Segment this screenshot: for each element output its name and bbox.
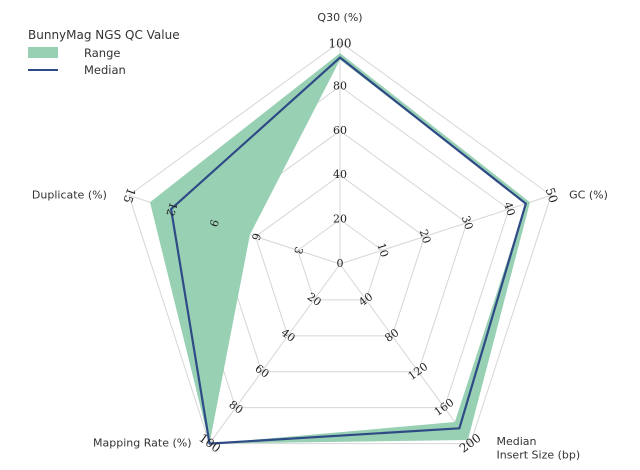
legend-label-range: Range: [84, 46, 120, 60]
axis-label-3: Mapping Rate (%): [93, 437, 191, 450]
tick-label-axis2-3: 120: [406, 360, 431, 383]
axis-label-4: Duplicate (%): [32, 188, 107, 201]
axis-label-layer: Q30 (%)GC (%)Median Insert Size (bp)Mappi…: [32, 11, 608, 462]
tick-label-axis4-2: 6: [249, 231, 264, 242]
axis-label-2: Median Insert Size (bp): [496, 435, 580, 462]
tick-label-center: 0: [337, 257, 344, 270]
tick-label-axis0-3: 60: [333, 124, 347, 137]
axis-label-2-line-0: Median: [496, 435, 536, 448]
legend: BunnyMag NGS QC Value Range Median: [28, 28, 180, 77]
grid-ring-5: [128, 41, 552, 445]
tick-label-axis2-2: 80: [382, 326, 401, 345]
tick-label-axis2-4: 160: [432, 396, 457, 419]
tick-label-axis1-1: 10: [374, 241, 391, 258]
tick-label-axis4-4: 12: [163, 201, 180, 218]
tick-label-axis3-4: 80: [226, 398, 245, 417]
legend-swatch-range: [28, 47, 58, 58]
range-band: [149, 53, 531, 444]
tick-label-axis3-2: 40: [279, 326, 298, 345]
tick-label-axis1-5: 50: [543, 186, 561, 205]
tick-label-axis0-2: 40: [333, 168, 347, 181]
legend-label-median: Median: [84, 63, 126, 77]
axis-label-1: GC (%): [569, 188, 608, 201]
axis-label-2-line-1: Insert Size (bp): [496, 449, 580, 462]
grid-ring-2: [254, 174, 426, 337]
axis-label-0: Q30 (%): [317, 11, 362, 24]
tick-label-axis4-3: 9: [207, 218, 222, 229]
tick-label-axis3-1: 20: [305, 290, 324, 309]
series-layer: [149, 53, 531, 445]
tick-label-axis2-1: 40: [356, 290, 375, 309]
tick-label-axis3-3: 60: [253, 362, 272, 381]
grid-spoke-1: [339, 194, 552, 265]
tick-label-axis0-1: 20: [333, 213, 347, 226]
tick-label-axis0-4: 80: [333, 79, 347, 92]
grid-spoke-3: [209, 263, 341, 444]
tick-label-axis1-3: 30: [459, 214, 476, 231]
tick-label-axis1-2: 20: [417, 228, 434, 245]
tick-label-axis1-4: 40: [501, 200, 518, 217]
grid-ring-1: [297, 218, 383, 301]
tick-label-axis4-5: 15: [120, 186, 138, 205]
legend-title: BunnyMag NGS QC Value: [28, 28, 180, 42]
median-line: [169, 56, 527, 445]
grid-spoke-2: [339, 263, 471, 444]
tick-label-axis3-5: 100: [196, 431, 223, 456]
tick-label-axis0-5: 100: [329, 37, 352, 51]
tick-label-axis4-1: 3: [291, 245, 306, 256]
